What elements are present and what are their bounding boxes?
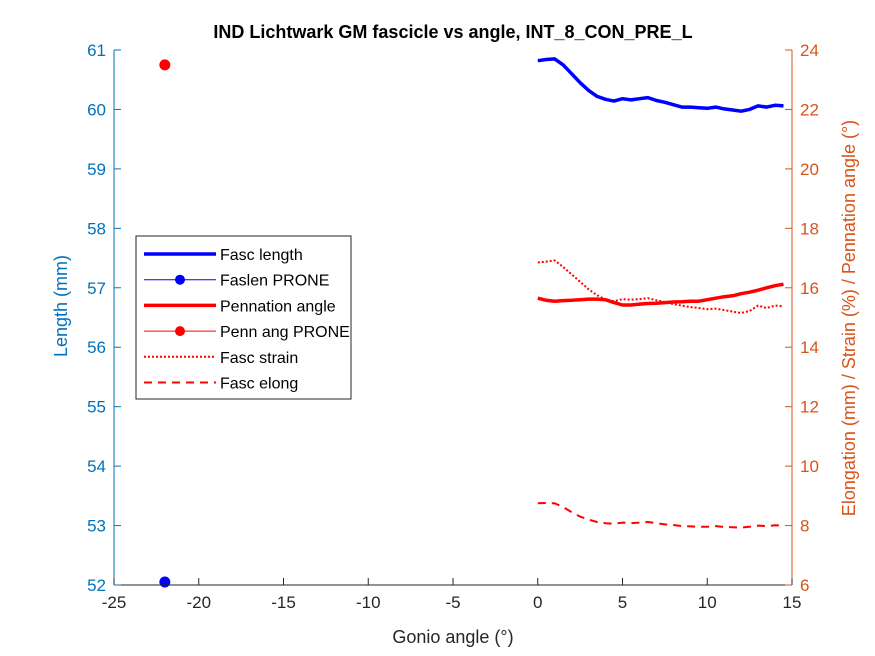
y-left-tick-label: 57 [87, 279, 106, 298]
y-left-tick-label: 55 [87, 398, 106, 417]
legend-box [135, 235, 352, 400]
legend-label: Penn ang PRONE [220, 324, 350, 341]
x-tick-label: -10 [356, 593, 381, 612]
legend-marker-penn-ang-prone [175, 326, 185, 337]
y-right-tick-label: 24 [800, 41, 819, 60]
x-tick-label: 0 [533, 593, 542, 612]
fasc-length-line [537, 57, 784, 113]
y-axis-left-label: Length (mm) [51, 255, 71, 357]
y-axis-right-label: Elongation (mm) / Strain (%) / Pennation… [839, 120, 859, 516]
y-right-tick-label: 20 [800, 160, 819, 179]
y-left-tick-label: 58 [87, 219, 106, 238]
fasc-elong-line [537, 502, 784, 529]
x-axis-label: Gonio angle (°) [392, 627, 513, 647]
fasc-strain-line [537, 259, 784, 314]
y-right-tick-label: 14 [800, 338, 819, 357]
legend-label: Pennation angle [220, 298, 336, 315]
chart-title: IND Lichtwark GM fascicle vs angle, INT_… [213, 22, 692, 42]
x-tick-label: 5 [618, 593, 627, 612]
y-left-tick-label: 61 [87, 41, 106, 60]
y-right-tick-label: 18 [800, 219, 819, 238]
y-left-tick-label: 53 [87, 517, 106, 536]
y-right-tick-label: 22 [800, 100, 819, 119]
legend-label: Faslen PRONE [220, 273, 329, 290]
axes-layer: -25 -20 -15 -10 -5 0 5 10 1552535455565758596061… [87, 41, 819, 612]
legend-label: Fasc elong [220, 376, 298, 393]
y-left-tick-label: 59 [87, 160, 106, 179]
y-right-tick-label: 8 [800, 517, 809, 536]
y-left-tick-label: 60 [87, 100, 106, 119]
x-tick-label: 15 [783, 593, 802, 612]
legend-marker-faslen-prone [175, 274, 185, 285]
y-right-tick-label: 6 [800, 576, 809, 595]
y-right-tick-label: 16 [800, 279, 819, 298]
y-left-tick-label: 52 [87, 576, 106, 595]
legend-label: Fasc length [220, 247, 303, 264]
x-tick-label: 10 [698, 593, 717, 612]
series-layer [159, 57, 784, 588]
legend: Fasc length Faslen PRONE Pennation angle Pe… [135, 235, 352, 400]
y-right-tick-label: 12 [800, 398, 819, 417]
y-left-tick-label: 54 [87, 457, 106, 476]
y-right-tick-label: 10 [800, 457, 819, 476]
pennation-angle-line [537, 282, 784, 307]
penn-ang-prone-point [159, 59, 171, 71]
x-tick-label: -15 [271, 593, 296, 612]
legend-label: Fasc strain [220, 350, 298, 367]
x-tick-label: -5 [445, 593, 460, 612]
faslen-prone-point [159, 576, 171, 588]
x-tick-label: -25 [102, 593, 127, 612]
y-left-tick-label: 56 [87, 338, 106, 357]
x-tick-label: -20 [186, 593, 211, 612]
